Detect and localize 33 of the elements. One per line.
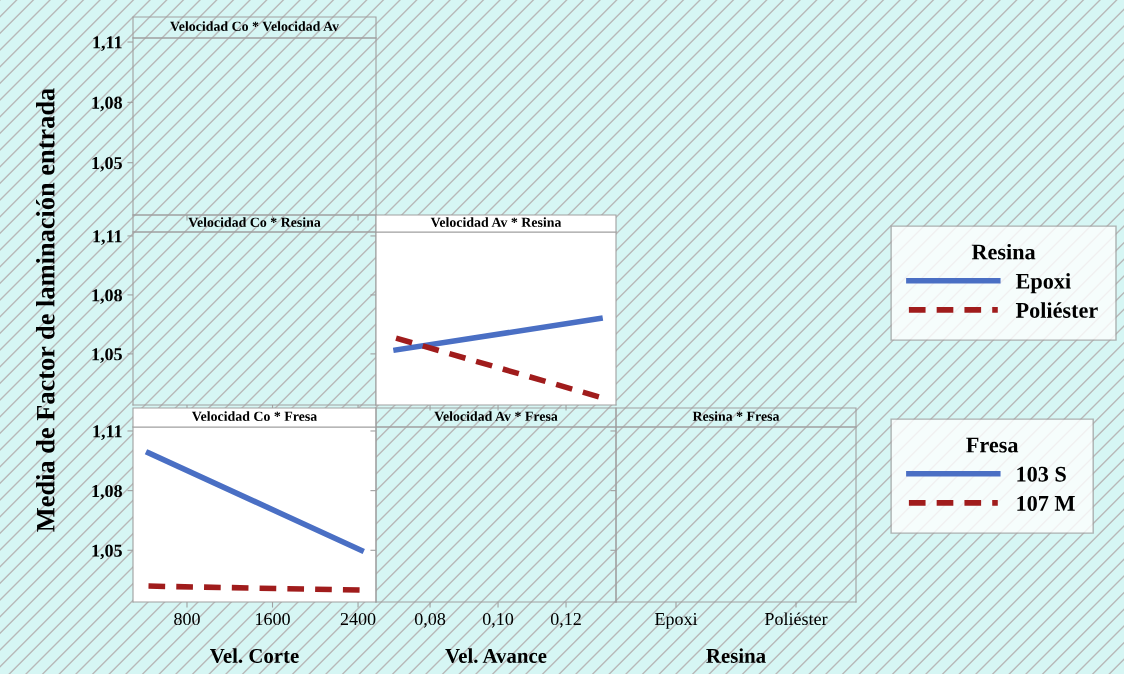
legend-label: 103 S xyxy=(1017,466,1066,482)
x-tick-label: 2400 xyxy=(340,612,376,626)
legend-label: 107 M xyxy=(1017,495,1075,511)
x-tick-label: 1600 xyxy=(256,612,290,626)
y-tick-label: 1,08 xyxy=(92,96,122,112)
chart-title: Velocidad Co * Fresa xyxy=(191,411,317,422)
x-tick-label: 0,12 xyxy=(550,612,581,628)
y-tick-label: 1,05 xyxy=(92,348,122,363)
legend-title: Resina xyxy=(971,243,1036,260)
y-tick-label: 1,11 xyxy=(93,425,122,441)
x-tick-label: Epoxi xyxy=(654,612,698,629)
y-tick-label: 1,08 xyxy=(92,484,122,500)
y-tick-label: 1,08 xyxy=(92,289,122,304)
legend-label: Epoxi xyxy=(1015,273,1071,294)
chart-title: Velocidad Av * Resina xyxy=(430,217,562,228)
legend-title: Fresa xyxy=(966,437,1019,453)
y-tick-label: 1,11 xyxy=(93,36,122,52)
x-tick-label: Poliéster xyxy=(764,612,828,626)
y-tick-label: 1,05 xyxy=(92,156,122,172)
x-axis-title: Vel. Avance xyxy=(445,648,547,664)
y-tick-label: 1,11 xyxy=(93,230,122,245)
x-tick-label: 800 xyxy=(174,612,200,626)
legend-label: Poliéster xyxy=(1015,302,1098,318)
chart-title: Resina * Fresa xyxy=(692,411,780,421)
y-axis-title: Media de Factor de laminación entrada xyxy=(36,88,55,532)
x-axis-title: Resina xyxy=(706,648,766,663)
x-tick-label: 0,08 xyxy=(414,612,446,628)
y-tick-label: 1,05 xyxy=(92,544,122,560)
x-axis-title: Vel. Corte xyxy=(209,648,299,664)
chart-title: Velocidad Av * Fresa xyxy=(434,411,558,422)
chart-title: Velocidad Co * Resina xyxy=(188,217,321,228)
chart-title: Velocidad Co * Velocidad Av xyxy=(170,21,340,32)
x-tick-label: 0,10 xyxy=(482,612,514,628)
